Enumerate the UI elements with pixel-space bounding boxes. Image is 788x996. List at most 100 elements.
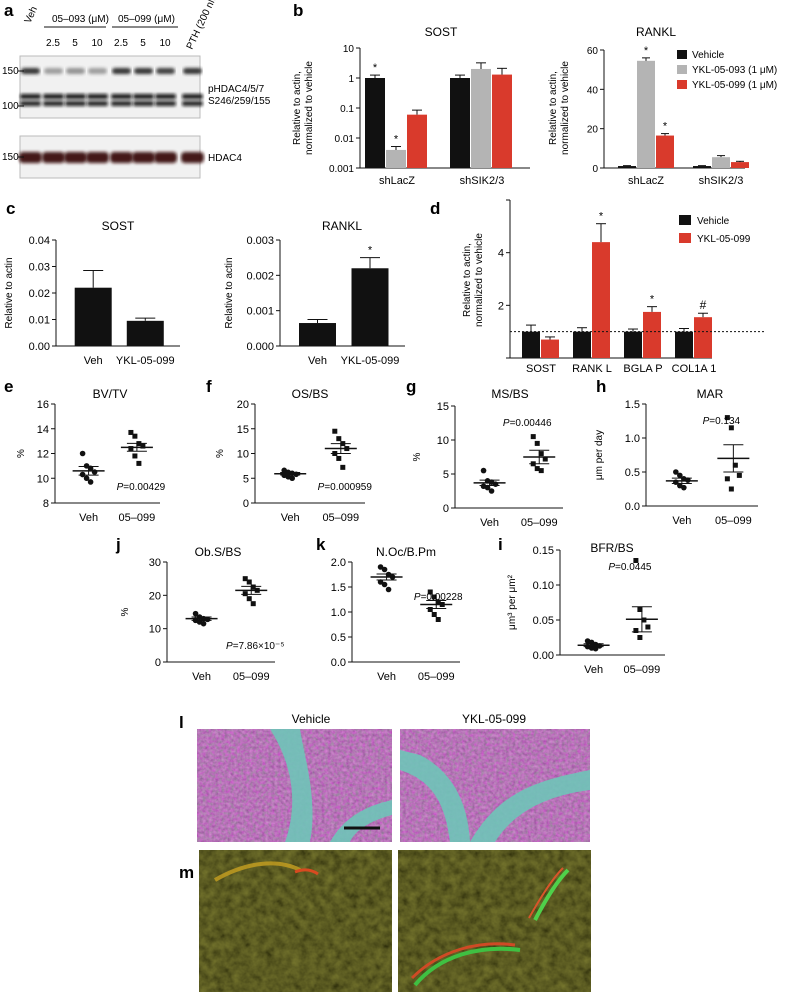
chart-title: RANKL [636, 25, 676, 39]
y-tick-label: 0.15 [533, 545, 554, 557]
red-label-treated [410, 942, 516, 980]
bar [624, 331, 642, 358]
blot-band-hdac4 [181, 152, 204, 163]
blot-band-100a [111, 94, 132, 99]
trabecula-vehicle [330, 800, 392, 842]
y-tick-label: 10 [149, 624, 161, 636]
green-label-treated [533, 868, 570, 921]
y-tick-label: 10 [437, 435, 449, 447]
x-category-label: Veh [584, 664, 603, 676]
blot-band-hdac4 [110, 152, 133, 163]
significance-star: * [368, 245, 373, 257]
data-point [83, 475, 90, 482]
panel-a-western-blot: a Veh 2.5 5 10 2.5 5 10 PTH (200 nM) 05–093 (μM… [2, 0, 271, 179]
blot-band-150 [66, 68, 85, 74]
chart-title: BV/TV [93, 387, 128, 401]
y-tick-label: 12 [37, 449, 49, 461]
blot-band-100a [133, 94, 154, 99]
chart-k-nocbpm: N.Oc/B.Pm 0.0 0.5 1.0 1.5 2.0 Veh 05–099 P=0.002… [331, 545, 463, 683]
x-category-label: Veh [480, 517, 499, 529]
y-tick-label: 0.5 [625, 467, 640, 479]
y-axis-title: % [412, 452, 423, 461]
y-tick-label: 60 [587, 46, 599, 57]
chart-b-rankl: RANKL 0 20 40 60 Relative to actin, normalized… [548, 25, 777, 187]
lane-labels: Veh 2.5 5 10 2.5 5 10 PTH (200 nM) [23, 0, 222, 51]
data-point [645, 624, 651, 630]
blot-band-150 [156, 68, 175, 74]
bar [712, 157, 730, 168]
y-tick-label: 0 [592, 164, 598, 175]
data-point [377, 579, 384, 585]
legend-label: YKL-05-099 (1 μM) [692, 80, 777, 91]
y-tick-label: 0.02 [29, 288, 50, 300]
mw-marker-150: 150 [2, 66, 19, 77]
y-tick-label: 1.5 [331, 582, 346, 594]
lane-label: 10 [159, 38, 171, 49]
data-point [132, 453, 138, 459]
data-point [736, 472, 742, 478]
blot-band-100b [155, 101, 176, 106]
bar [126, 320, 164, 346]
y-tick-label: 0 [443, 503, 449, 515]
y-tick-label: 0 [155, 657, 161, 669]
data-point [633, 558, 639, 563]
y-tick-label: 8 [43, 498, 49, 510]
panel-e-label: e [4, 377, 13, 396]
legend-swatch [677, 65, 687, 74]
bar [492, 74, 512, 168]
data-point [542, 456, 548, 462]
data-point [242, 591, 248, 597]
panel-g-label: g [406, 377, 416, 396]
data-point [381, 566, 388, 573]
y-tick-label: 0.001 [246, 306, 274, 318]
data-point [538, 468, 544, 474]
blot-band-150 [21, 68, 40, 74]
legend-swatch [677, 50, 687, 59]
data-point [681, 484, 687, 491]
significance-star: * [663, 121, 668, 133]
mw-marker-150-hdac4: 150 [2, 152, 19, 163]
x-category-label: shSIK2/3 [699, 175, 744, 187]
bar [573, 331, 591, 358]
blot-band-100a [87, 94, 108, 99]
phdac-label: pHDAC4/5/7 [208, 84, 265, 95]
chart-title: Ob.S/BS [195, 545, 242, 559]
histology-treated-title: YKL-05-099 [462, 712, 526, 726]
legend-label: YKL-05-099 [697, 234, 751, 245]
bar [351, 268, 389, 346]
data-point [677, 472, 683, 479]
data-point [79, 471, 86, 478]
p-value-label: P=7.86×10⁻⁵ [226, 641, 284, 652]
blot-band-100a [155, 94, 176, 99]
panel-d-label: d [430, 199, 440, 218]
data-point [140, 443, 146, 449]
x-category-label: Veh [672, 515, 691, 527]
green-label-treated [413, 946, 521, 987]
data-point [87, 479, 94, 485]
blot-band-hdac4 [132, 152, 155, 163]
chart-e-bvtv: BV/TV 8 10 12 14 16% Veh 05–099 P=0.00429 [16, 387, 166, 524]
blot-band-150 [88, 68, 107, 74]
bar [299, 323, 336, 346]
data-point [250, 584, 256, 590]
x-category-label: 05–099 [119, 512, 156, 524]
data-point [484, 484, 491, 491]
blot-band-100b [111, 101, 132, 106]
x-category-label: YKL-05-099 [116, 355, 175, 367]
bar [693, 166, 711, 168]
bar [592, 242, 610, 358]
blot-band-100a [43, 94, 64, 99]
data-point [488, 488, 495, 494]
blot-band-150 [112, 68, 131, 74]
chart-title: OS/BS [292, 387, 329, 401]
data-point [340, 464, 346, 470]
bar [522, 331, 540, 358]
y-tick-label: 0.00 [29, 341, 50, 353]
y-tick-label: 10 [237, 449, 249, 461]
y-tick-label: 15 [437, 401, 449, 413]
label-band-vehicle [214, 861, 301, 882]
y-tick-label: 40 [587, 85, 599, 96]
bar [656, 135, 674, 168]
y-tick-label: 0.001 [329, 164, 354, 175]
y-axis-title-line2: normalized to vehicle [304, 61, 315, 155]
